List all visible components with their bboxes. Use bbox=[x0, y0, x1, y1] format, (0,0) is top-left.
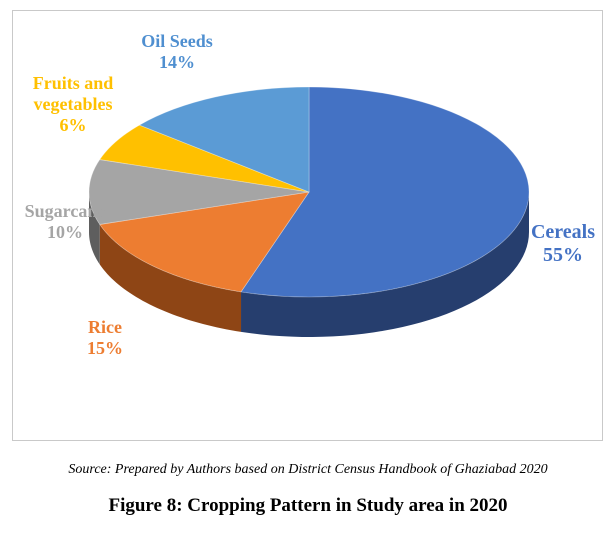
slice-label-rice: Rice 15% bbox=[75, 317, 135, 359]
pie-slice-fruits-and-vegetables bbox=[99, 124, 310, 193]
figure-caption: Figure 8: Cropping Pattern in Study area… bbox=[108, 495, 508, 516]
slice-label-value: 10% bbox=[47, 222, 83, 242]
pie-slice-rice bbox=[99, 191, 310, 293]
pie-slice-oil-seeds bbox=[138, 86, 310, 193]
slice-label-value: 15% bbox=[87, 338, 123, 358]
slice-label-cereals: Cereals 55% bbox=[525, 221, 601, 267]
pie-side-cereals bbox=[241, 192, 529, 337]
slice-label-name: Oil Seeds bbox=[141, 31, 213, 51]
slice-label-oil-seeds: Oil Seeds 14% bbox=[117, 31, 237, 73]
pie-slice-sugarcane bbox=[88, 159, 310, 225]
slice-label-name: Rice bbox=[88, 317, 122, 337]
pie-slice-cereals bbox=[240, 86, 530, 298]
slice-label-value: 55% bbox=[543, 244, 583, 266]
slice-label-value: 14% bbox=[159, 52, 195, 72]
slice-label-name: Sugarcane bbox=[24, 201, 106, 221]
source-note: Source: Prepared by Authors based on Dis… bbox=[68, 462, 548, 477]
slice-label-sugarcane: Sugarcane 10% bbox=[15, 201, 115, 243]
pie-chart bbox=[88, 86, 530, 337]
slice-label-fruits-and-vegetables: Fruits and vegetables 6% bbox=[21, 73, 125, 136]
chart-frame: Oil Seeds 14% Fruits and vegetables 6% S… bbox=[12, 10, 603, 441]
slice-label-name: Fruits and vegetables bbox=[32, 73, 114, 114]
pie-side-sugarcane bbox=[89, 192, 100, 265]
slice-label-value: 6% bbox=[59, 115, 87, 135]
pie-side-rice bbox=[99, 224, 242, 332]
slice-label-name: Cereals bbox=[530, 221, 596, 243]
